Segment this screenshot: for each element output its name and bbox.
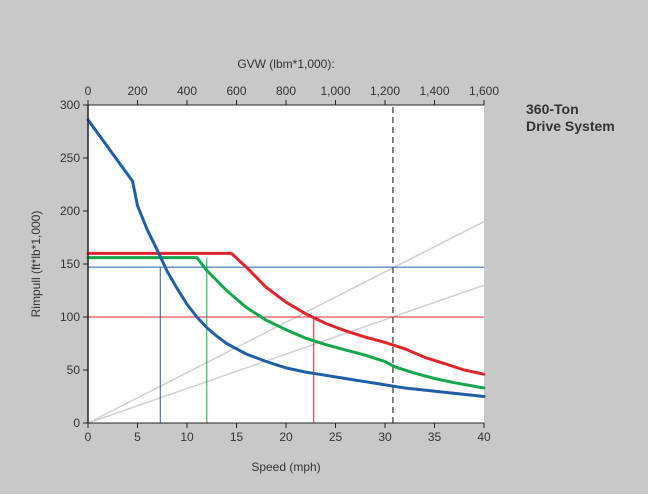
x2-tick-label-200: 200 — [127, 84, 147, 98]
x2-tick-label-800: 800 — [276, 84, 296, 98]
x2-tick-label-400: 400 — [177, 84, 197, 98]
y-axis-label: Rimpull (ft*lb*1,000) — [29, 211, 43, 318]
plot-area — [88, 105, 484, 423]
x2-tick-label-0: 0 — [85, 84, 92, 98]
chart-title: 360-Ton Drive System — [526, 101, 615, 135]
chart-title-line-2: Drive System — [526, 118, 615, 134]
x2-tick-label-600: 600 — [226, 84, 246, 98]
y-tick-label-100: 100 — [60, 310, 80, 324]
y-tick-label-0: 0 — [73, 416, 80, 430]
y-tick-label-200: 200 — [60, 204, 80, 218]
chart-title-line-1: 360-Ton — [526, 101, 579, 117]
grade-line-1 — [87, 220, 485, 424]
x-tick-label-35: 35 — [428, 430, 442, 444]
x2-tick-label-1000: 1,000 — [320, 84, 350, 98]
x-tick-label-30: 30 — [378, 430, 392, 444]
x-tick-label-15: 15 — [230, 430, 244, 444]
x-tick-label-25: 25 — [329, 430, 343, 444]
y-tick-label-50: 50 — [67, 363, 81, 377]
series-line-1 — [86, 251, 486, 376]
series-line-2 — [86, 256, 486, 390]
x-axis-label: Speed (mph) — [251, 460, 320, 474]
grade-line-2 — [87, 284, 485, 424]
y-tick-label-300: 300 — [60, 98, 80, 112]
y-tick-label-150: 150 — [60, 257, 80, 271]
x2-tick-label-1400: 1,400 — [419, 84, 449, 98]
x-tick-label-5: 5 — [134, 430, 141, 444]
x-tick-label-10: 10 — [180, 430, 194, 444]
x-tick-label-20: 20 — [279, 430, 293, 444]
y-tick-label-250: 250 — [60, 151, 80, 165]
x2-tick-label-1200: 1,200 — [370, 84, 400, 98]
x2-tick-label-1600: 1,600 — [469, 84, 499, 98]
x-tick-label-40: 40 — [477, 430, 491, 444]
series-line-3 — [86, 118, 486, 398]
x2-axis-label: GVW (lbm*1,000): — [237, 57, 334, 71]
x-tick-label-0: 0 — [85, 430, 92, 444]
